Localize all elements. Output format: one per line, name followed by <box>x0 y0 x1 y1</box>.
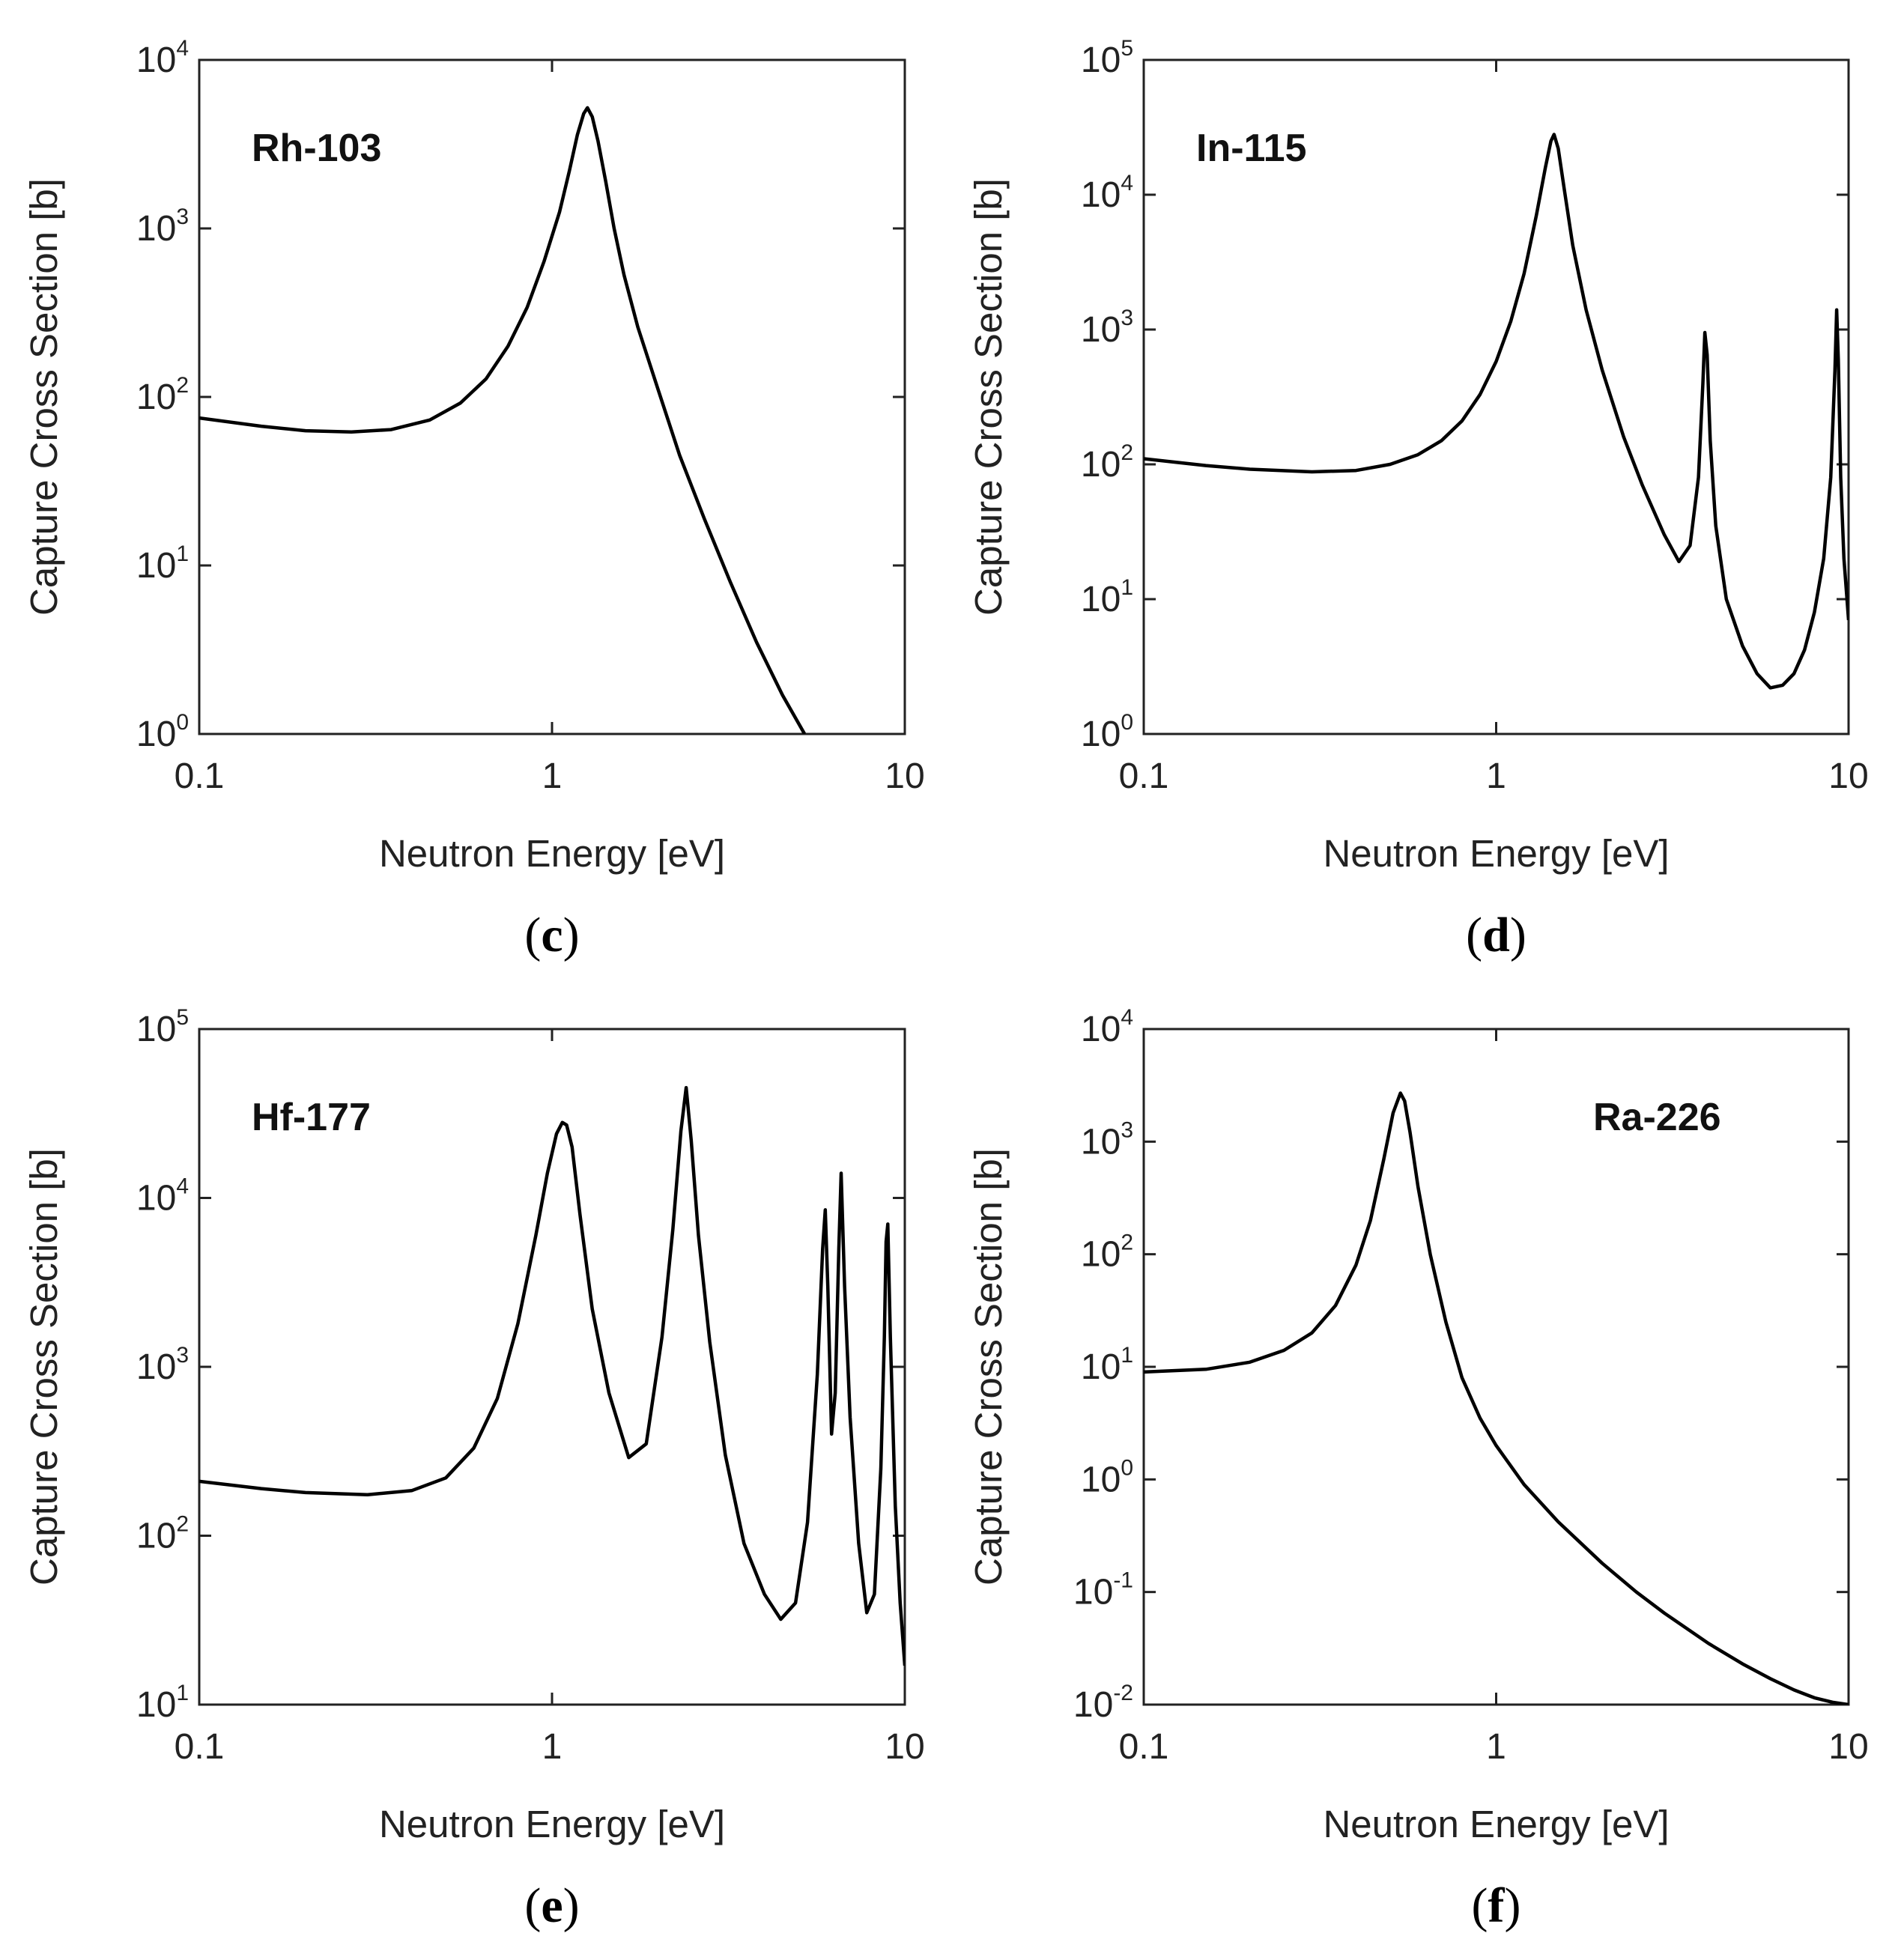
plot-frame <box>1142 1028 1850 1706</box>
y-axis-label: Capture Cross Section [b] <box>967 178 1010 616</box>
y-tick-label: 10-2 <box>1073 1681 1133 1725</box>
y-axis-label: Capture Cross Section [b] <box>22 1148 65 1586</box>
x-axis-label: Neutron Energy [eV] <box>379 832 725 875</box>
x-axis-label: Neutron Energy [eV] <box>1323 1803 1669 1845</box>
y-tick-label: 103 <box>1081 1117 1133 1162</box>
x-tick-label: 1 <box>542 1727 563 1767</box>
y-tick-label: 103 <box>136 204 189 249</box>
y-tick-label: 10-1 <box>1073 1568 1133 1612</box>
x-axis-label: Neutron Energy [eV] <box>379 1803 725 1845</box>
panel-letter: (f) <box>1472 1878 1521 1933</box>
panel-c: 0.1 1 10 100 101 102 103 104 Neutron Energy [eV]… <box>22 36 925 962</box>
series-line-rh-103 <box>199 106 807 734</box>
panel-f: 0.1 1 10 10-2 10-1 100 101 102 103 104 Neutron Ene… <box>967 1005 1869 1933</box>
y-tick-label: 102 <box>136 1512 189 1556</box>
x-tick-label: 1 <box>542 756 563 796</box>
panel-letter: (c) <box>524 908 579 962</box>
y-tick-label: 102 <box>1081 440 1133 485</box>
x-tick-label: 10 <box>885 1727 924 1767</box>
y-tick-label: 100 <box>136 710 189 754</box>
x-tick-label: 1 <box>1486 1727 1506 1767</box>
panel-letter: (e) <box>524 1878 579 1933</box>
series-line-in-115 <box>1144 133 1849 690</box>
series-line-hf-177 <box>199 1085 905 1666</box>
x-tick-label: 10 <box>885 756 924 796</box>
series-line-ra-226 <box>1144 1091 1849 1705</box>
y-tick-label: 103 <box>1081 306 1133 350</box>
x-tick-label: 10 <box>1828 1727 1868 1767</box>
y-tick-label: 104 <box>1081 1005 1133 1049</box>
panel-e: 0.1 1 10 101 102 103 104 105 Neutron Energy [eV]… <box>22 1005 925 1933</box>
y-tick-label: 104 <box>136 36 189 80</box>
nuclide-label: In-115 <box>1196 127 1306 170</box>
y-tick-label: 105 <box>1081 36 1133 80</box>
y-tick-label: 101 <box>136 541 189 586</box>
panel-letter: (d) <box>1466 908 1526 962</box>
y-tick-label: 103 <box>136 1343 189 1387</box>
y-tick-label: 101 <box>1081 1343 1133 1387</box>
y-tick-label: 100 <box>1081 710 1133 754</box>
y-tick-label: 104 <box>1081 171 1133 215</box>
nuclide-label: Rh-103 <box>252 127 381 170</box>
y-tick-label: 101 <box>136 1681 189 1725</box>
panel-d: 0.1 1 10 100 101 102 103 104 105 Neutron Energy [… <box>967 36 1869 962</box>
x-tick-label: 0.1 <box>175 1727 225 1767</box>
nuclide-label: Hf-177 <box>252 1096 371 1139</box>
x-tick-label: 1 <box>1486 756 1506 796</box>
x-tick-label: 0.1 <box>175 756 225 796</box>
y-axis-label: Capture Cross Section [b] <box>22 178 65 616</box>
y-tick-label: 105 <box>136 1005 189 1049</box>
x-tick-label: 0.1 <box>1119 1727 1169 1767</box>
y-tick-label: 102 <box>136 373 189 417</box>
y-tick-label: 102 <box>1081 1231 1133 1275</box>
nuclide-label: Ra-226 <box>1593 1096 1721 1139</box>
y-tick-label: 100 <box>1081 1455 1133 1499</box>
x-axis-label: Neutron Energy [eV] <box>1323 832 1669 875</box>
y-tick-label: 104 <box>136 1174 189 1219</box>
y-axis-label: Capture Cross Section [b] <box>967 1148 1010 1586</box>
x-tick-label: 0.1 <box>1119 756 1169 796</box>
x-tick-label: 10 <box>1828 756 1868 796</box>
y-tick-label: 101 <box>1081 575 1133 619</box>
